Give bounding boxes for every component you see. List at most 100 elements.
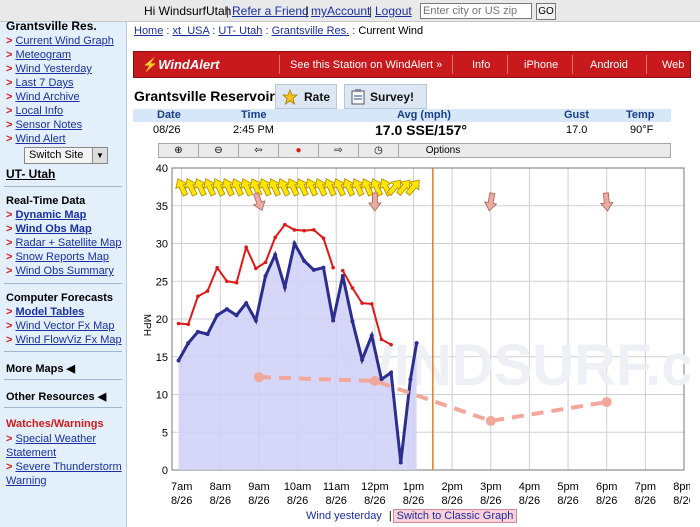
x-tick-label: 12pm — [361, 481, 389, 493]
sidebar-item-label[interactable]: Last 7 Days — [15, 77, 74, 89]
sidebar-item-label[interactable]: Wind Archive — [15, 91, 80, 103]
sidebar-item-label[interactable]: Wind Vector Fx Map — [15, 320, 115, 332]
gust-point — [389, 342, 393, 347]
sidebar-item-dynamic-map[interactable]: > Dynamic Map — [6, 209, 86, 221]
sidebar-item-label[interactable]: Radar + Satellite Map — [15, 237, 122, 249]
windalert-android-link[interactable]: Android — [590, 59, 628, 71]
windalert-info-link[interactable]: Info — [472, 59, 491, 71]
divider — [4, 351, 122, 352]
sidebar-item-label[interactable]: Wind Alert — [15, 133, 66, 145]
y-tick-label: 10 — [156, 390, 168, 402]
windalert-web-link[interactable]: Web — [662, 59, 685, 71]
region-label[interactable]: UT- Utah — [6, 167, 56, 181]
region-link[interactable]: UT- Utah — [6, 167, 55, 181]
forward-button[interactable]: ⇨ — [319, 144, 359, 157]
watch-item-special-weather[interactable]: > Special Weather Statement — [6, 432, 124, 460]
x-tick-date: 8/26 — [557, 495, 578, 507]
sidebar-item-meteogram[interactable]: > Meteogram — [6, 49, 71, 61]
chevron-right-icon: > — [6, 63, 13, 75]
sidebar-item-sensor-notes[interactable]: > Sensor Notes — [6, 119, 82, 131]
sidebar-item-radar-satellite-map[interactable]: > Radar + Satellite Map — [6, 237, 122, 249]
x-tick-date: 8/26 — [480, 495, 501, 507]
forecast-arrow-shape — [252, 192, 266, 212]
sidebar-item-label[interactable]: Wind Obs Map — [15, 223, 92, 235]
sidebar-item-label[interactable]: Meteogram — [15, 49, 72, 61]
wind-yesterday-link[interactable]: Wind yesterday — [306, 510, 382, 522]
logout-link[interactable]: Logout — [375, 4, 412, 18]
sidebar-item-wind-obs-summary[interactable]: > Wind Obs Summary — [6, 265, 114, 277]
sidebar-item-label[interactable]: Local Info — [15, 105, 64, 117]
refer-friend-link[interactable]: Refer a Friend — [232, 4, 309, 18]
more-maps-menu[interactable]: More Maps ◀ — [6, 362, 75, 375]
forecast-arrow-shape — [599, 192, 614, 212]
x-tick-date: 8/26 — [210, 495, 231, 507]
forecast-point — [485, 415, 496, 426]
city-search-input[interactable] — [420, 3, 532, 19]
sidebar-item-wind-vector-fx-map[interactable]: > Wind Vector Fx Map — [6, 320, 114, 332]
sidebar-item-label[interactable]: Sensor Notes — [15, 119, 83, 131]
zoom-out-icon: ⊖ — [214, 145, 223, 156]
watch-item-severe-thunderstorm[interactable]: > Severe Thunderstorm Warning — [6, 460, 128, 488]
clock-button[interactable]: ◷ — [359, 144, 399, 157]
gust-line — [341, 270, 392, 346]
avg-point — [215, 313, 220, 318]
go-button[interactable]: GO — [536, 3, 556, 20]
windalert-logo[interactable]: ⚡WindAlert — [142, 57, 219, 73]
breadcrumb-site[interactable]: Grantsville Res. — [271, 25, 350, 37]
sidebar-item-wind-alert[interactable]: > Wind Alert — [6, 133, 66, 145]
chevron-right-icon: > — [6, 320, 13, 332]
back-button[interactable]: ⇦ — [239, 144, 279, 157]
gust-point — [360, 301, 364, 305]
x-tick-label: 2pm — [441, 481, 462, 493]
sidebar-item-label[interactable]: Wind FlowViz Fx Map — [15, 334, 122, 346]
sidebar-item-local-info[interactable]: > Local Info — [6, 105, 63, 117]
sidebar-item-wind-yesterday[interactable]: > Wind Yesterday — [6, 63, 92, 75]
options-button[interactable]: Options — [399, 144, 487, 157]
x-tick-label: 3pm — [480, 481, 501, 493]
sidebar-item-label[interactable]: Snow Reports Map — [15, 251, 109, 263]
sidebar-item-last-7-days[interactable]: > Last 7 Days — [6, 77, 74, 89]
rate-button[interactable]: Rate — [275, 84, 337, 109]
y-tick-label: 0 — [162, 465, 168, 477]
windalert-iphone-link[interactable]: iPhone — [524, 59, 559, 71]
switch-classic-graph-button[interactable]: Switch to Classic Graph — [393, 509, 517, 523]
sidebar-item-wind-archive[interactable]: > Wind Archive — [6, 91, 80, 103]
sidebar-item-wind-obs-map[interactable]: > Wind Obs Map — [6, 223, 92, 235]
avg-point — [292, 241, 297, 246]
sidebar-item-label[interactable]: Wind Yesterday — [15, 63, 92, 75]
greeting-text: Hi WindsurfUtah — [144, 4, 232, 18]
sidebar-item-current-wind-graph[interactable]: > Current Wind Graph — [6, 35, 114, 47]
y-axis: 0 5 10 15 20 25 30 35 40 — [156, 163, 168, 477]
breadcrumb-region[interactable]: UT- Utah — [218, 25, 263, 37]
gust-point — [273, 235, 277, 240]
see-station-link[interactable]: See this Station on WindAlert » — [290, 59, 443, 71]
sidebar-item-snow-reports-map[interactable]: > Snow Reports Map — [6, 251, 109, 263]
x-tick-label: 7am — [171, 481, 192, 493]
record-button[interactable]: ● — [279, 144, 319, 157]
zoom-in-button[interactable]: ⊕ — [159, 144, 199, 157]
sidebar-item-label[interactable]: Dynamic Map — [15, 209, 87, 221]
sidebar-item-label[interactable]: Current Wind Graph — [15, 35, 114, 47]
sidebar-item-label[interactable]: Model Tables — [15, 306, 85, 318]
forecast-arrow-shape — [368, 192, 382, 212]
watch-label[interactable]: Special Weather Statement — [6, 433, 96, 459]
breadcrumb-home[interactable]: Home — [134, 25, 164, 37]
avg-point — [253, 318, 258, 323]
switch-site-select[interactable]: Switch Site ▼ — [24, 147, 108, 164]
my-account-link[interactable]: myAccount — [311, 4, 371, 18]
breadcrumb-country[interactable]: xt_USA — [172, 25, 210, 37]
survey-button[interactable]: Survey! — [344, 84, 427, 109]
gust-point — [302, 228, 306, 233]
sidebar-item-label[interactable]: Wind Obs Summary — [15, 265, 114, 277]
zoom-out-button[interactable]: ⊖ — [199, 144, 239, 157]
y-tick-label: 30 — [156, 239, 168, 251]
other-resources-menu[interactable]: Other Resources ◀ — [6, 390, 106, 403]
watch-label[interactable]: Severe Thunderstorm Warning — [6, 461, 122, 487]
footer-separator: | — [388, 510, 392, 522]
rate-label: Rate — [304, 90, 331, 104]
sidebar-item-wind-flowviz-fx-map[interactable]: > Wind FlowViz Fx Map — [6, 334, 122, 346]
sidebar-item-model-tables[interactable]: > Model Tables — [6, 306, 84, 318]
avg-point — [311, 267, 316, 272]
x-tick-label: 5pm — [557, 481, 578, 493]
footer: Wind yesterday | — [306, 510, 392, 522]
